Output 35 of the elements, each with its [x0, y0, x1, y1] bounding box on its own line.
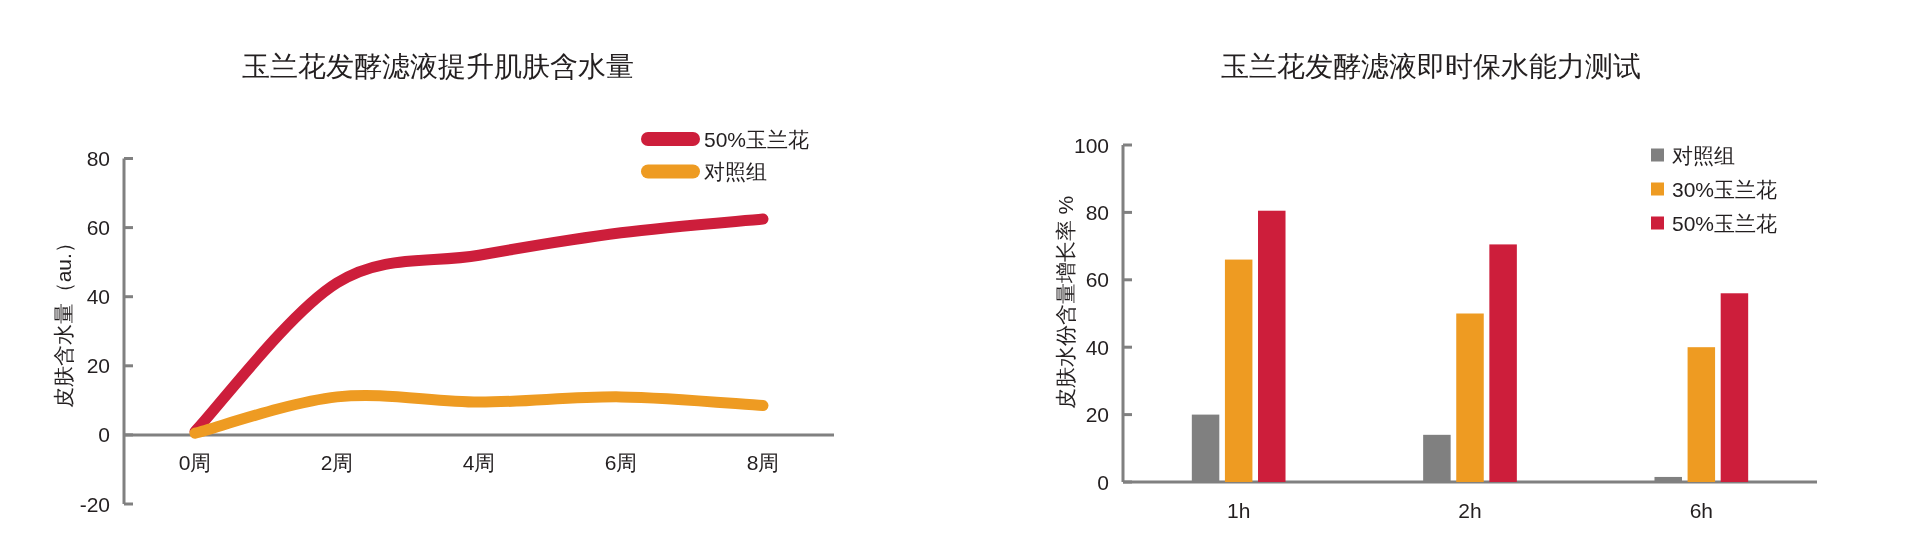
y-tick-label: 40 — [1085, 335, 1109, 359]
chart-title: 玉兰花发酵滤液即时保水能力测试 — [1221, 50, 1641, 82]
chart-title: 玉兰花发酵滤液提升肌肤含水量 — [242, 50, 634, 82]
x-tick-label: 4周 — [462, 451, 496, 475]
bar — [1224, 259, 1253, 482]
y-tick-label: 60 — [86, 216, 110, 240]
x-tick-label: 8周 — [746, 451, 780, 475]
bar — [1258, 210, 1286, 482]
x-tick-label: 6h — [1689, 498, 1714, 522]
y-tick-label: 40 — [86, 285, 110, 309]
bar — [1489, 244, 1517, 482]
y-tick-label: 20 — [1085, 403, 1109, 427]
x-tick-label: 2周 — [320, 451, 354, 475]
y-tick-label: 100 — [1073, 133, 1109, 157]
legend-label: 30%玉兰花 — [1672, 177, 1778, 201]
bar — [1687, 347, 1716, 482]
y-tick-label: 60 — [1085, 268, 1109, 292]
y-tick-label: 80 — [86, 147, 110, 170]
y-tick-label: 80 — [1085, 200, 1109, 224]
y-tick-label: 0 — [1097, 470, 1109, 494]
legend-label: 50%玉兰花 — [1672, 211, 1778, 235]
y-tick-label: 0 — [98, 423, 110, 447]
y-axis-title: 皮肤含水量（au.） — [51, 232, 75, 409]
x-tick-label: 0周 — [178, 451, 212, 475]
x-tick-label: 1h — [1226, 498, 1251, 522]
x-tick-label: 2h — [1458, 498, 1482, 522]
legend-label: 50%玉兰花 — [704, 127, 810, 151]
legend-label: 对照组 — [704, 160, 767, 183]
y-tick-label: -20 — [79, 492, 110, 516]
bar — [1720, 293, 1749, 482]
bar — [1456, 313, 1484, 482]
x-tick-label: 6周 — [604, 451, 638, 475]
legend-label: 对照组 — [1672, 143, 1735, 167]
y-axis-title: 皮肤水份含量增长率 % — [1053, 195, 1077, 410]
y-tick-label: 20 — [86, 354, 110, 378]
